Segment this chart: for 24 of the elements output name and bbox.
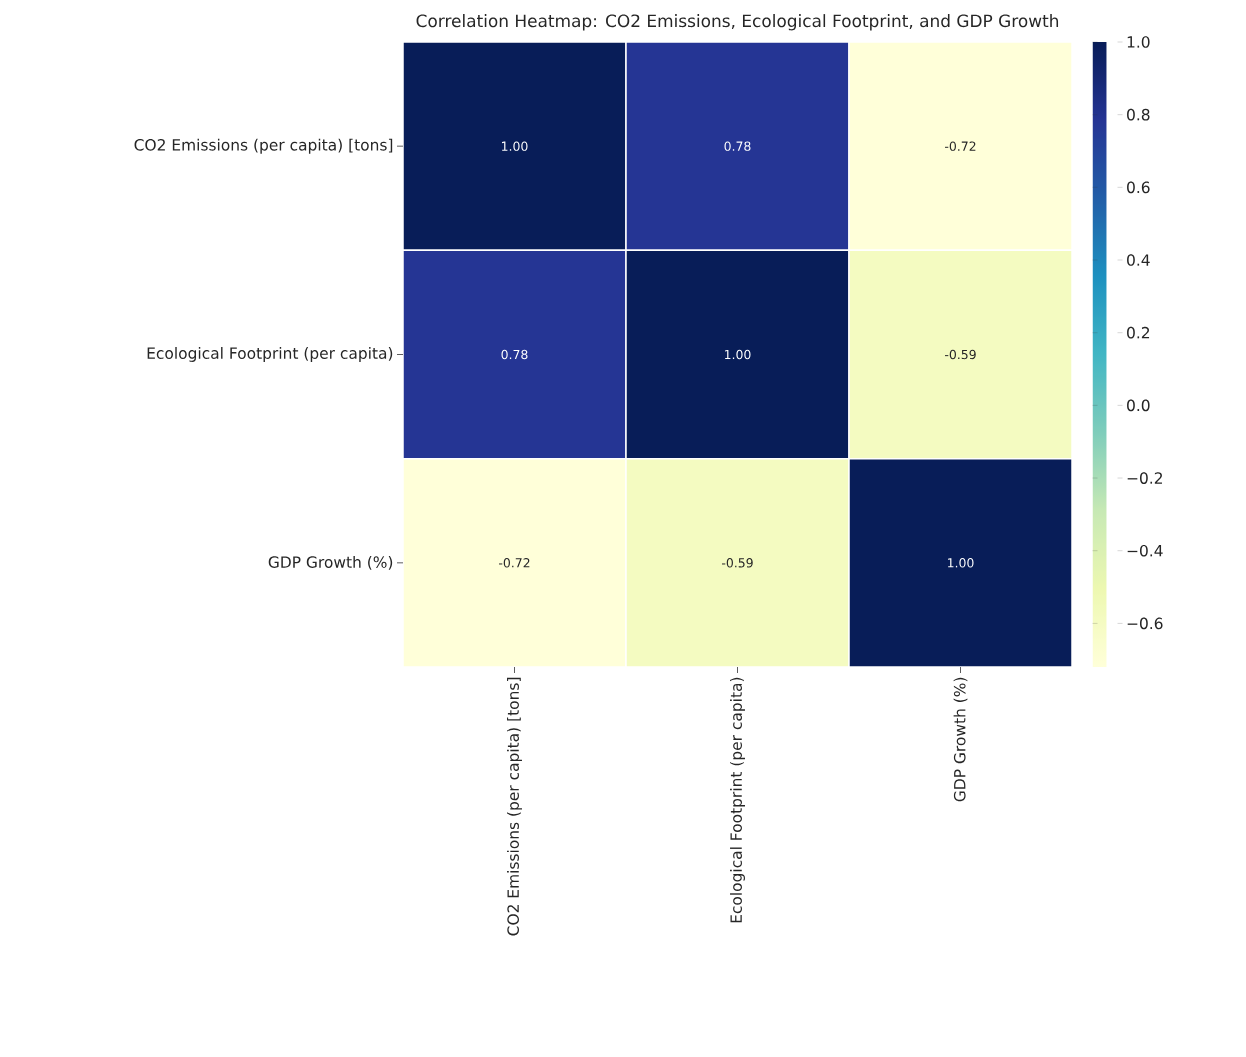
color-bar-label: 0.6	[1127, 181, 1150, 194]
data-label: 0.78	[501, 349, 528, 360]
data-label: -0.59	[945, 349, 976, 360]
x-tick-label: Ecological Footprint (per capita)	[730, 677, 745, 923]
data-label: -0.72	[499, 558, 530, 568]
color-bar-label: −0.2	[1127, 472, 1162, 484]
color-bar-label: 1.0	[1127, 36, 1150, 48]
data-label: -0.72	[945, 141, 976, 151]
data-label: 1.00	[948, 558, 974, 568]
y-tick-label: Ecological Footprint (per capita)	[147, 347, 393, 362]
color-bar-label: −0.4	[1127, 544, 1163, 557]
color-bar-label: −0.6	[1127, 617, 1163, 630]
color-bar-label: 0.2	[1127, 326, 1150, 339]
y-tick-label: GDP Growth (%)	[268, 555, 393, 570]
color-bar-label: 0.0	[1127, 399, 1150, 412]
data-label: 1.00	[725, 349, 751, 360]
data-label: 1.00	[502, 141, 528, 151]
color-bar-label: 0.8	[1127, 108, 1150, 121]
data-label: 0.78	[724, 141, 751, 151]
y-tick-label: CO2 Emissions (per capita) [tons]	[134, 138, 393, 154]
x-tick-label: GDP Growth (%)	[953, 677, 968, 802]
data-label: -0.59	[722, 558, 753, 568]
color-bar-label: 0.4	[1127, 254, 1150, 266]
chart-title: Correlation Heatmap: CO2 Emissions, Ecological Footprint, and GDP Growth	[416, 14, 1059, 31]
